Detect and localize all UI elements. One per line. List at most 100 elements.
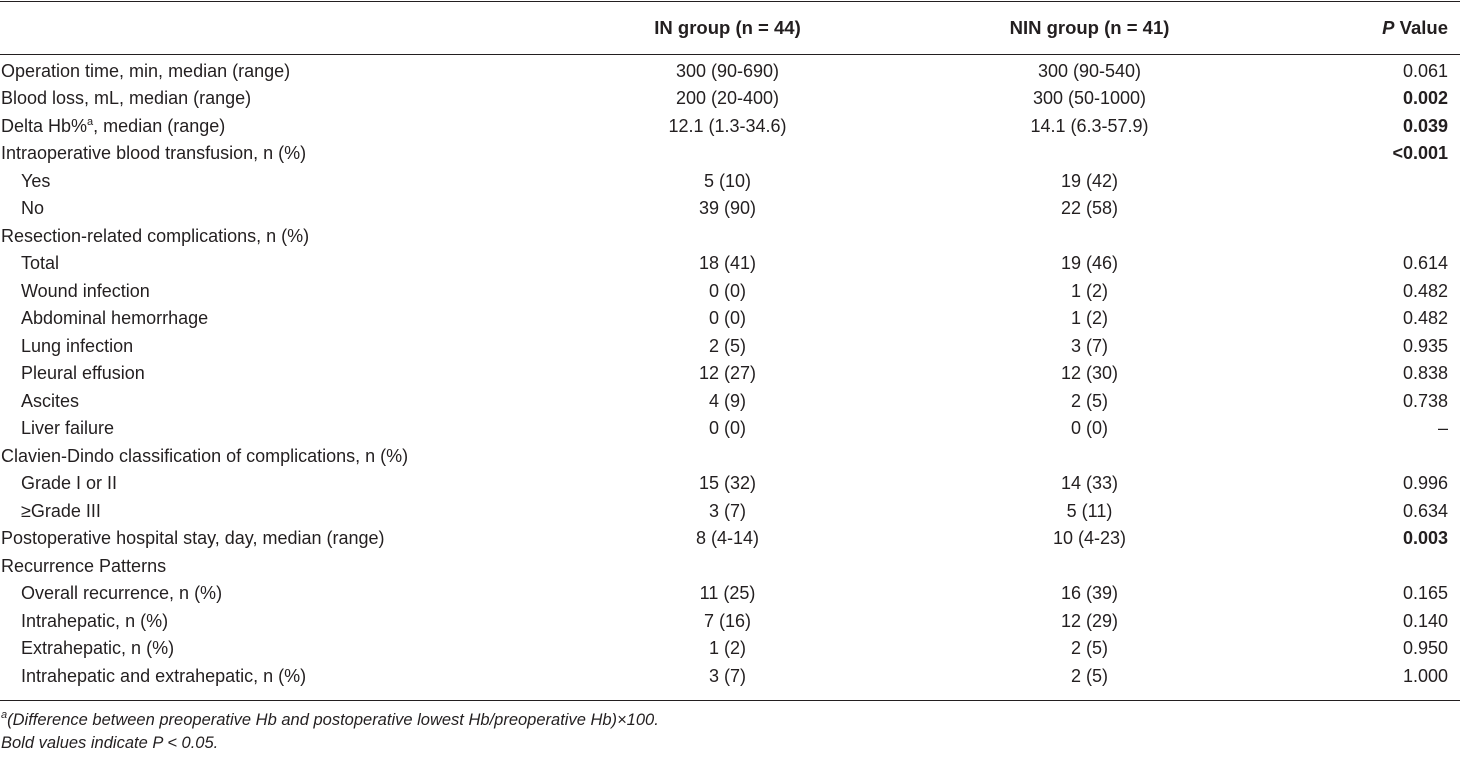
cell-nin-group: 0 (0) xyxy=(1070,418,1108,439)
cell-nin-group: 2 (5) xyxy=(1070,390,1108,411)
cell-p-value: 0.950 xyxy=(1402,638,1448,659)
row-label-text: Overall recurrence, n (%) xyxy=(21,583,223,604)
cell-in-group: 0 (0) xyxy=(708,418,746,439)
cell-in-group: 7 (16) xyxy=(703,610,752,631)
cell-p-value: 0.140 xyxy=(1402,610,1448,631)
table-row: No 39 (90) 22 (58) xyxy=(0,195,1460,223)
table-row: Resection-related complications, n (%) xyxy=(0,222,1460,250)
table-row: Overall recurrence, n (%) 11 (25) 16 (39) 0… xyxy=(0,580,1460,608)
row-label-text: Lung infection xyxy=(21,335,134,356)
row-label: Intrahepatic, n (%) xyxy=(0,612,540,630)
cell-nin-group: 19 (42) xyxy=(1060,170,1119,191)
cell-nin-group: 22 (58) xyxy=(1060,198,1119,219)
row-label-text: Postoperative hospital stay, day, median… xyxy=(1,528,385,549)
row-label: Recurrence Patterns xyxy=(0,557,540,575)
row-label-text: Total xyxy=(21,253,60,274)
cell-nin-group: 1 (2) xyxy=(1070,280,1108,301)
row-label-text: Resection-related complications, n (%) xyxy=(1,225,310,246)
row-label: ≥Grade III xyxy=(0,502,540,520)
cell-in-group: 2 (5) xyxy=(708,335,746,356)
cell-p-value: 0.482 xyxy=(1402,308,1448,329)
cell-nin-group: 2 (5) xyxy=(1070,665,1108,686)
cell-nin-group: 14.1 (6.3-57.9) xyxy=(1030,115,1149,136)
cell-in-group: 8 (4-14) xyxy=(695,528,760,549)
table-row: Operation time, min, median (range) 300 (… xyxy=(0,57,1460,85)
row-label-text: ≥Grade III xyxy=(21,500,101,521)
cell-in-group: 300 (90-690) xyxy=(675,60,780,81)
row-label-text: Pleural effusion xyxy=(21,363,145,384)
table-row: Yes 5 (10) 19 (42) xyxy=(0,167,1460,195)
table-row: Pleural effusion 12 (27) 12 (30) 0.838 xyxy=(0,360,1460,388)
row-label-text: Delta Hb% xyxy=(1,115,88,136)
cell-nin-group: 2 (5) xyxy=(1070,638,1108,659)
cell-in-group: 3 (7) xyxy=(708,500,746,521)
cell-p-value: 0.935 xyxy=(1402,335,1448,356)
row-label-superscript: a xyxy=(87,115,94,128)
cell-in-group: 12.1 (1.3-34.6) xyxy=(668,115,787,136)
row-label: Operation time, min, median (range) xyxy=(0,62,540,80)
cell-nin-group: 300 (90-540) xyxy=(1037,60,1142,81)
table-row: Intraoperative blood transfusion, n (%) <… xyxy=(0,140,1460,168)
row-label: Extrahepatic, n (%) xyxy=(0,639,540,657)
cell-p-value: 0.003 xyxy=(1402,528,1448,549)
header-p-prefix: P xyxy=(1382,16,1395,38)
row-label: Overall recurrence, n (%) xyxy=(0,584,540,602)
row-label: Ascites xyxy=(0,392,540,410)
cell-in-group: 0 (0) xyxy=(708,308,746,329)
row-label: Delta Hb%a, median (range) xyxy=(0,115,540,136)
row-label-text: Wound infection xyxy=(21,280,150,301)
table-row: Total 18 (41) 19 (46) 0.614 xyxy=(0,250,1460,278)
row-label-text: Extrahepatic, n (%) xyxy=(21,638,175,659)
header-p-suffix: Value xyxy=(1394,16,1448,38)
row-label-text: Clavien-Dindo classification of complica… xyxy=(1,445,409,466)
row-label: Liver failure xyxy=(0,419,540,437)
cell-nin-group: 14 (33) xyxy=(1060,473,1119,494)
cell-in-group: 4 (9) xyxy=(708,390,746,411)
table-row: Postoperative hospital stay, day, median… xyxy=(0,525,1460,553)
row-label: Abdominal hemorrhage xyxy=(0,309,540,327)
cell-nin-group: 16 (39) xyxy=(1060,583,1119,604)
row-label: Intraoperative blood transfusion, n (%) xyxy=(0,144,540,162)
cell-p-value: 0.061 xyxy=(1402,60,1448,81)
table-row: Grade I or II 15 (32) 14 (33) 0.996 xyxy=(0,470,1460,498)
row-label-text: Intraoperative blood transfusion, n (%) xyxy=(1,143,307,164)
cell-p-value: 0.482 xyxy=(1402,280,1448,301)
footnote-a: a(Difference between preoperative Hb and… xyxy=(1,709,1460,732)
table-row: Extrahepatic, n (%) 1 (2) 2 (5) 0.950 xyxy=(0,635,1460,663)
row-label: Resection-related complications, n (%) xyxy=(0,227,540,245)
row-label-text: Yes xyxy=(21,170,51,191)
cell-p-value: <0.001 xyxy=(1392,143,1448,164)
table-row: Clavien-Dindo classification of complica… xyxy=(0,442,1460,470)
cell-p-value: 1.000 xyxy=(1402,665,1448,686)
cell-nin-group: 12 (29) xyxy=(1060,610,1119,631)
row-label-text: Operation time, min, median (range) xyxy=(1,60,291,81)
cell-in-group: 1 (2) xyxy=(708,638,746,659)
row-label: Wound infection xyxy=(0,282,540,300)
row-label-text: Intrahepatic, n (%) xyxy=(21,610,169,631)
footnote-a-text: (Difference between preoperative Hb and … xyxy=(7,710,659,729)
cell-in-group: 18 (41) xyxy=(698,253,757,274)
cell-nin-group: 19 (46) xyxy=(1060,253,1119,274)
cell-nin-group: 10 (4-23) xyxy=(1052,528,1127,549)
footnote-bold: Bold values indicate P < 0.05. xyxy=(1,733,219,752)
row-label-text: Abdominal hemorrhage xyxy=(21,308,209,329)
row-label: Lung infection xyxy=(0,337,540,355)
row-label-text: Intrahepatic and extrahepatic, n (%) xyxy=(21,665,307,686)
table-row: Ascites 4 (9) 2 (5) 0.738 xyxy=(0,387,1460,415)
cell-p-value: 0.165 xyxy=(1402,583,1448,604)
row-label-text: Blood loss, mL, median (range) xyxy=(1,88,252,109)
header-nin-group: NIN group (n = 41) xyxy=(1009,16,1170,38)
cell-p-value: 0.838 xyxy=(1402,363,1448,384)
row-label: Intrahepatic and extrahepatic, n (%) xyxy=(0,667,540,685)
header-p-value: P Value xyxy=(1264,16,1460,38)
cell-nin-group: 12 (30) xyxy=(1060,363,1119,384)
cell-p-value: 0.614 xyxy=(1402,253,1448,274)
cell-nin-group: 5 (11) xyxy=(1066,500,1113,521)
cell-p-value: 0.738 xyxy=(1402,390,1448,411)
table-row: Intrahepatic, n (%) 7 (16) 12 (29) 0.140 xyxy=(0,607,1460,635)
cell-in-group: 5 (10) xyxy=(703,170,752,191)
table-row: Wound infection 0 (0) 1 (2) 0.482 xyxy=(0,277,1460,305)
row-label: Clavien-Dindo classification of complica… xyxy=(0,447,540,465)
cell-p-value: 0.002 xyxy=(1402,88,1448,109)
